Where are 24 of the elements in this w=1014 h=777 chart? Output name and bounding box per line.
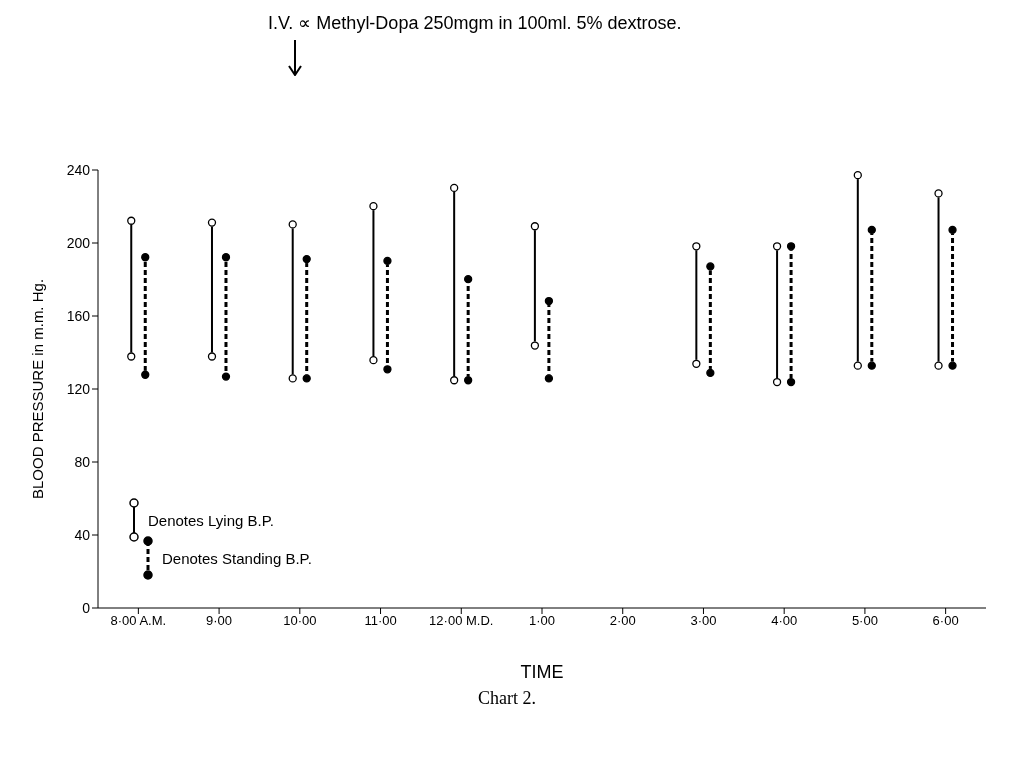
x-tick-label: 6·00 — [932, 613, 959, 629]
y-tick-label: 160 — [66, 307, 91, 324]
x-tick-label: 12·00 M.D. — [429, 613, 494, 629]
y-tick-label: 200 — [66, 234, 91, 251]
text: I.V. ∝ Methyl-Dopa 250mgm in 100ml. 5% dextrose. — [268, 12, 682, 34]
x-tick-label: 9·00 — [206, 613, 233, 629]
x-tick-label: 1·00 — [528, 613, 556, 629]
y-tick-label: 120 — [66, 380, 91, 397]
x-tick-label: 3·00 — [690, 613, 717, 629]
legend-label: Denotes Lying B.P. — [148, 511, 274, 529]
caption: Chart 2. — [477, 688, 537, 709]
y-axis-title: BLOOD PRESSURE in m.m. Hg. — [29, 278, 47, 499]
y-tick-label: 80 — [74, 453, 91, 470]
x-tick-label: 11·00 — [364, 613, 397, 629]
x-tick-label: 8·00 A.M. — [110, 613, 167, 629]
x-tick-label: 2·00 — [609, 613, 636, 629]
x-axis-title: TIME — [520, 662, 564, 682]
x-tick-label: 4·00 — [771, 613, 798, 629]
y-tick-label: 0 — [82, 599, 91, 616]
x-tick-label: 5·00 — [851, 613, 878, 629]
y-tick-label: 40 — [74, 526, 91, 543]
x-tick-label: 10·00 — [283, 613, 317, 629]
y-tick-label: 240 — [66, 161, 91, 178]
legend-label: Denotes Standing B.P. — [162, 549, 312, 567]
